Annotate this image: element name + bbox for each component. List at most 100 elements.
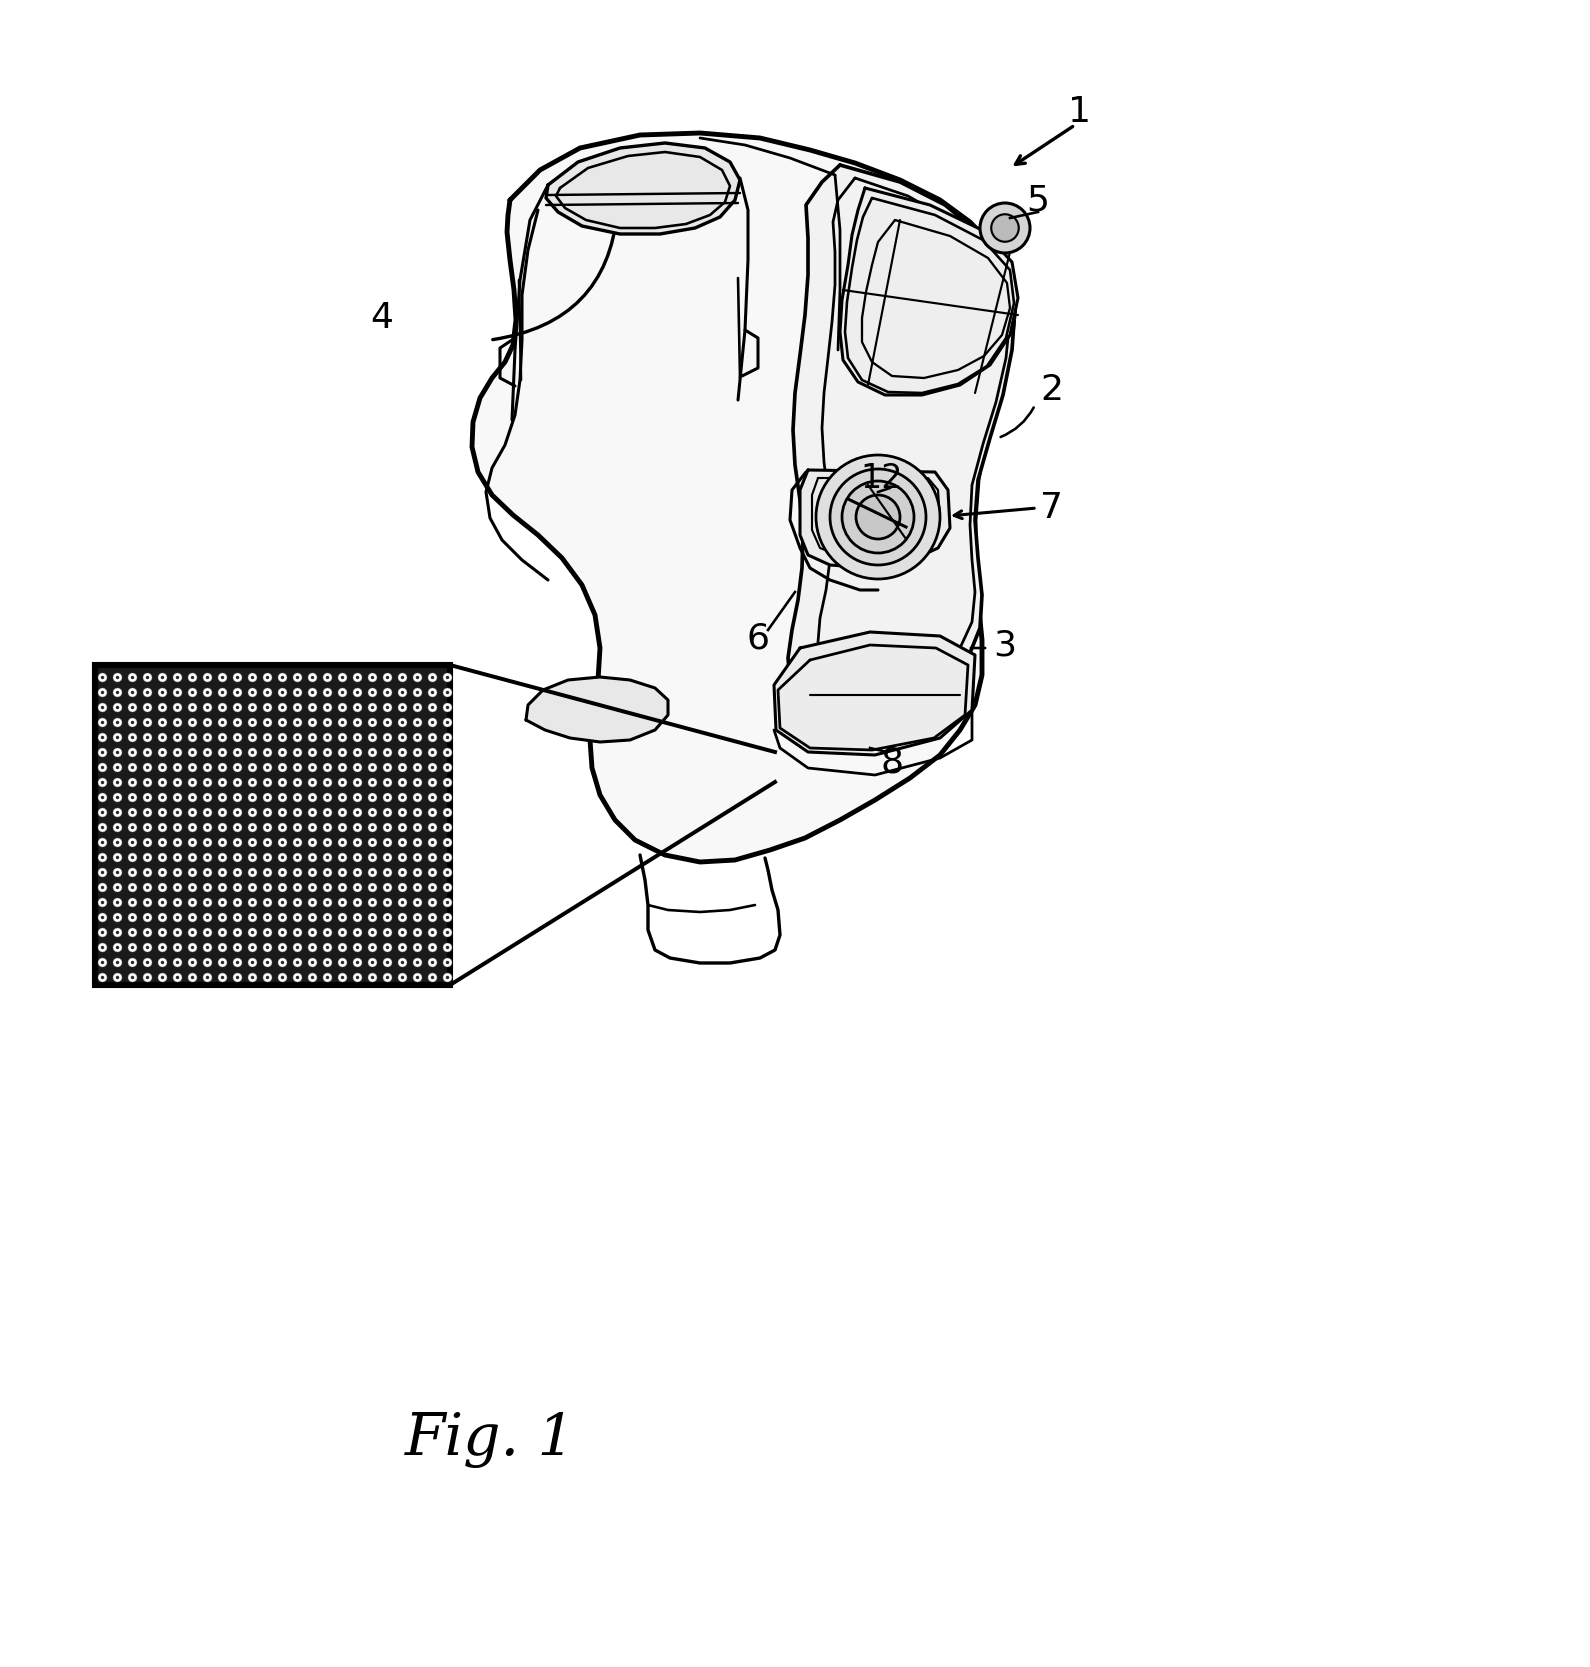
Circle shape xyxy=(296,795,299,798)
Circle shape xyxy=(234,884,242,892)
Circle shape xyxy=(278,703,288,712)
Circle shape xyxy=(323,944,332,952)
Circle shape xyxy=(323,884,332,892)
Circle shape xyxy=(113,899,122,907)
Circle shape xyxy=(235,975,238,979)
Circle shape xyxy=(130,765,134,768)
Circle shape xyxy=(188,914,197,922)
Circle shape xyxy=(370,870,374,874)
Circle shape xyxy=(386,870,390,874)
Circle shape xyxy=(323,673,332,682)
Circle shape xyxy=(370,840,374,844)
Circle shape xyxy=(204,914,211,922)
Circle shape xyxy=(248,823,258,832)
Circle shape xyxy=(428,944,437,952)
Circle shape xyxy=(296,765,299,768)
Circle shape xyxy=(235,840,238,844)
Circle shape xyxy=(234,823,242,832)
Circle shape xyxy=(323,823,332,832)
Circle shape xyxy=(262,974,272,982)
Circle shape xyxy=(173,839,181,847)
Circle shape xyxy=(367,748,377,757)
Circle shape xyxy=(339,823,347,832)
Polygon shape xyxy=(526,677,668,742)
Circle shape xyxy=(326,900,329,904)
Circle shape xyxy=(234,793,242,802)
Circle shape xyxy=(161,735,164,738)
Circle shape xyxy=(248,869,258,877)
Circle shape xyxy=(116,675,119,678)
Circle shape xyxy=(413,884,421,892)
Circle shape xyxy=(116,825,119,828)
Circle shape xyxy=(113,673,122,682)
Circle shape xyxy=(310,810,315,813)
Circle shape xyxy=(251,795,254,798)
Circle shape xyxy=(444,688,452,697)
Circle shape xyxy=(281,915,285,919)
Circle shape xyxy=(205,690,210,693)
Circle shape xyxy=(113,688,122,697)
Circle shape xyxy=(356,975,359,979)
Circle shape xyxy=(326,705,329,708)
Circle shape xyxy=(251,840,254,844)
Circle shape xyxy=(262,854,272,862)
Circle shape xyxy=(370,930,374,934)
Circle shape xyxy=(191,870,194,874)
Circle shape xyxy=(218,793,227,802)
Circle shape xyxy=(278,854,288,862)
Circle shape xyxy=(308,808,316,817)
Circle shape xyxy=(356,885,359,889)
Polygon shape xyxy=(800,470,949,568)
Circle shape xyxy=(146,870,149,874)
Circle shape xyxy=(401,810,404,813)
Circle shape xyxy=(116,930,119,934)
Circle shape xyxy=(113,808,122,817)
Circle shape xyxy=(326,960,329,964)
Circle shape xyxy=(339,763,347,772)
Circle shape xyxy=(157,884,167,892)
Circle shape xyxy=(176,795,180,798)
Circle shape xyxy=(251,765,254,768)
Circle shape xyxy=(221,855,224,859)
Circle shape xyxy=(146,825,149,828)
Circle shape xyxy=(100,750,105,753)
Circle shape xyxy=(129,793,137,802)
Circle shape xyxy=(251,975,254,979)
Circle shape xyxy=(262,673,272,682)
Circle shape xyxy=(308,974,316,982)
Circle shape xyxy=(281,690,285,693)
Circle shape xyxy=(266,855,269,859)
Circle shape xyxy=(234,944,242,952)
Circle shape xyxy=(367,823,377,832)
Circle shape xyxy=(204,823,211,832)
Circle shape xyxy=(143,718,153,727)
Circle shape xyxy=(445,735,450,738)
Circle shape xyxy=(370,810,374,813)
Text: 2: 2 xyxy=(1040,373,1064,407)
Circle shape xyxy=(173,808,181,817)
Circle shape xyxy=(161,930,164,934)
Circle shape xyxy=(278,959,288,967)
Circle shape xyxy=(326,780,329,783)
Circle shape xyxy=(370,795,374,798)
Circle shape xyxy=(386,960,390,964)
Circle shape xyxy=(445,825,450,828)
Circle shape xyxy=(191,780,194,783)
Circle shape xyxy=(428,839,437,847)
Circle shape xyxy=(370,975,374,979)
Circle shape xyxy=(266,885,269,889)
Circle shape xyxy=(278,733,288,742)
Circle shape xyxy=(146,720,149,723)
Circle shape xyxy=(113,929,122,937)
Circle shape xyxy=(99,974,107,982)
Circle shape xyxy=(417,960,420,964)
Circle shape xyxy=(356,795,359,798)
Circle shape xyxy=(266,780,269,783)
Circle shape xyxy=(370,750,374,753)
Circle shape xyxy=(310,780,315,783)
Circle shape xyxy=(129,763,137,772)
Circle shape xyxy=(428,974,437,982)
Circle shape xyxy=(143,929,153,937)
Circle shape xyxy=(161,960,164,964)
Circle shape xyxy=(444,854,452,862)
